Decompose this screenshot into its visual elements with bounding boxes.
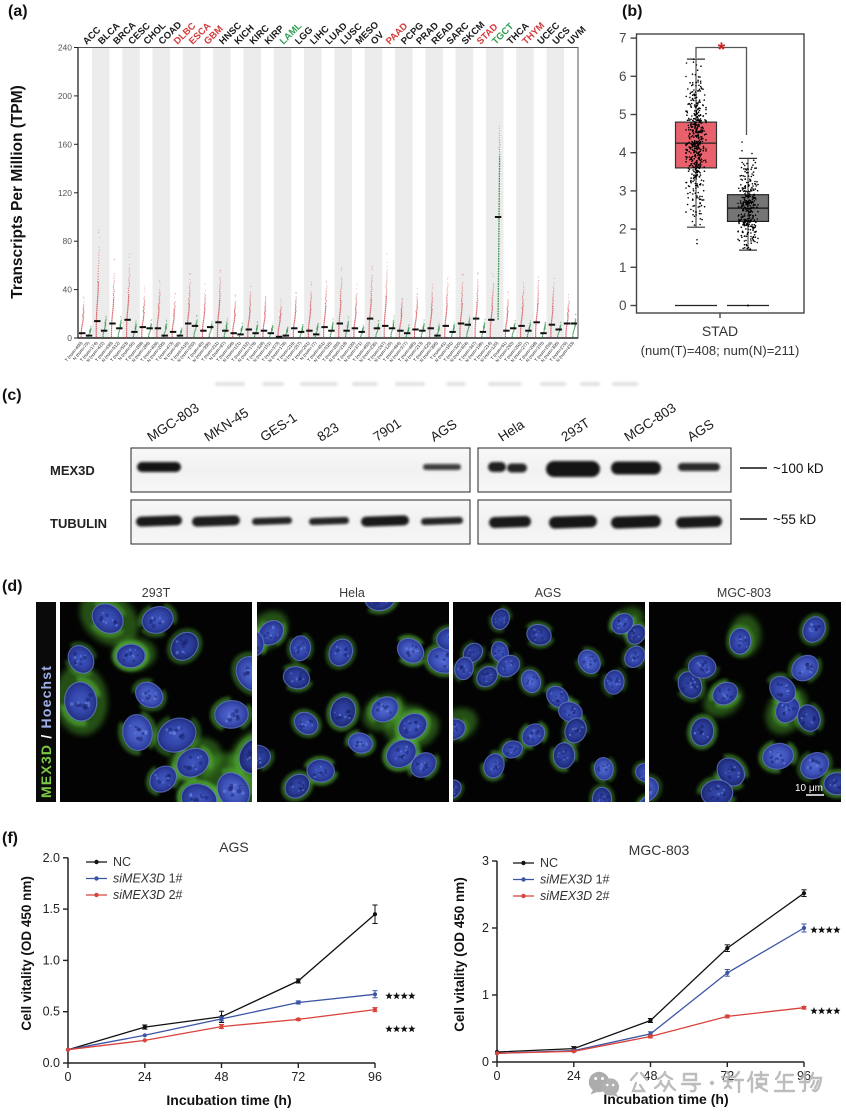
svg-text:Cell vitality (OD 450 nm): Cell vitality (OD 450 nm) — [452, 877, 467, 1032]
svg-text:48: 48 — [644, 1069, 658, 1083]
svg-text:120: 120 — [58, 188, 72, 198]
svg-text:0: 0 — [619, 298, 627, 313]
svg-text:(c): (c) — [2, 387, 22, 404]
svg-text:(d): (d) — [2, 578, 22, 595]
svg-text:0: 0 — [65, 1070, 72, 1084]
svg-text:3: 3 — [619, 183, 627, 198]
svg-text:0.0: 0.0 — [43, 1056, 60, 1070]
svg-text:UVM: UVM — [566, 24, 589, 47]
svg-text:10 μm: 10 μm — [795, 783, 823, 794]
svg-text:GES-1: GES-1 — [257, 410, 299, 445]
svg-text:823: 823 — [314, 420, 341, 445]
svg-text:40: 40 — [63, 285, 73, 295]
svg-text:Incubation time (h): Incubation time (h) — [166, 1092, 291, 1108]
svg-text:STAD: STAD — [702, 323, 738, 339]
svg-text:*: * — [718, 40, 726, 61]
svg-text:(b): (b) — [622, 3, 642, 20]
svg-text:3: 3 — [482, 854, 489, 868]
svg-text:24: 24 — [567, 1069, 581, 1083]
svg-text:(a): (a) — [8, 3, 28, 20]
svg-text:1: 1 — [619, 260, 627, 275]
svg-text:NC: NC — [540, 856, 558, 870]
svg-text:(f): (f) — [2, 830, 18, 847]
svg-text:7901: 7901 — [370, 416, 403, 445]
svg-text:80: 80 — [63, 236, 73, 246]
svg-text:Transcripts Per Million (TPM): Transcripts Per Million (TPM) — [9, 85, 26, 299]
svg-text:48: 48 — [215, 1070, 229, 1084]
svg-text:160: 160 — [58, 139, 72, 149]
svg-text:MKN-45: MKN-45 — [201, 405, 251, 445]
svg-text:MEX3D: MEX3D — [50, 463, 95, 478]
svg-text:1.0: 1.0 — [43, 953, 60, 967]
svg-text:1: 1 — [482, 988, 489, 1002]
svg-text:TUBULIN: TUBULIN — [50, 516, 107, 531]
svg-text:siMEX3D 1#: siMEX3D 1# — [540, 873, 610, 887]
svg-text:MGC-803: MGC-803 — [717, 586, 771, 600]
svg-text:AGS: AGS — [535, 586, 561, 600]
svg-text:293T: 293T — [142, 586, 171, 600]
svg-text:240: 240 — [58, 43, 72, 53]
svg-text:siMEX3D 2#: siMEX3D 2# — [113, 888, 183, 902]
svg-text:~100 kD: ~100 kD — [773, 461, 824, 476]
svg-text:siMEX3D 2#: siMEX3D 2# — [540, 889, 610, 903]
svg-text:293T: 293T — [558, 415, 592, 444]
svg-text:AGS: AGS — [219, 839, 249, 855]
svg-text:NC: NC — [113, 855, 131, 869]
svg-text:~55 kD: ~55 kD — [773, 512, 816, 527]
svg-text:MEX3D / Hoechst: MEX3D / Hoechst — [38, 665, 54, 798]
svg-text:2: 2 — [619, 222, 627, 237]
svg-text:1.5: 1.5 — [43, 902, 60, 916]
svg-text:6: 6 — [619, 69, 627, 84]
svg-text:Cell vitality (OD 450 nm): Cell vitality (OD 450 nm) — [19, 876, 34, 1031]
svg-text:siMEX3D 1#: siMEX3D 1# — [113, 872, 183, 886]
svg-text:24: 24 — [138, 1070, 152, 1084]
svg-text:0: 0 — [67, 333, 72, 343]
svg-text:0: 0 — [482, 1055, 489, 1069]
svg-text:Incubation time (h): Incubation time (h) — [603, 1091, 728, 1107]
svg-text:MGC-803: MGC-803 — [144, 400, 201, 444]
svg-text:0.5: 0.5 — [43, 1005, 60, 1019]
svg-text:2.0: 2.0 — [43, 851, 60, 865]
svg-text:4: 4 — [619, 145, 627, 160]
svg-text:5: 5 — [619, 107, 627, 122]
svg-text:0: 0 — [494, 1069, 501, 1083]
svg-text:200: 200 — [58, 91, 72, 101]
svg-text:AGS: AGS — [684, 416, 716, 444]
svg-text:Hela: Hela — [495, 417, 527, 445]
svg-text:MGC-803: MGC-803 — [629, 842, 690, 858]
svg-text:7: 7 — [619, 31, 627, 46]
svg-text:Hela: Hela — [339, 586, 365, 600]
svg-text:96: 96 — [368, 1070, 382, 1084]
svg-text:2: 2 — [482, 921, 489, 935]
svg-text:AGS: AGS — [427, 416, 459, 444]
svg-text:72: 72 — [291, 1070, 305, 1084]
svg-text:(num(T)=408; num(N)=211): (num(T)=408; num(N)=211) — [641, 343, 800, 358]
svg-text:MGC-803: MGC-803 — [621, 400, 678, 444]
